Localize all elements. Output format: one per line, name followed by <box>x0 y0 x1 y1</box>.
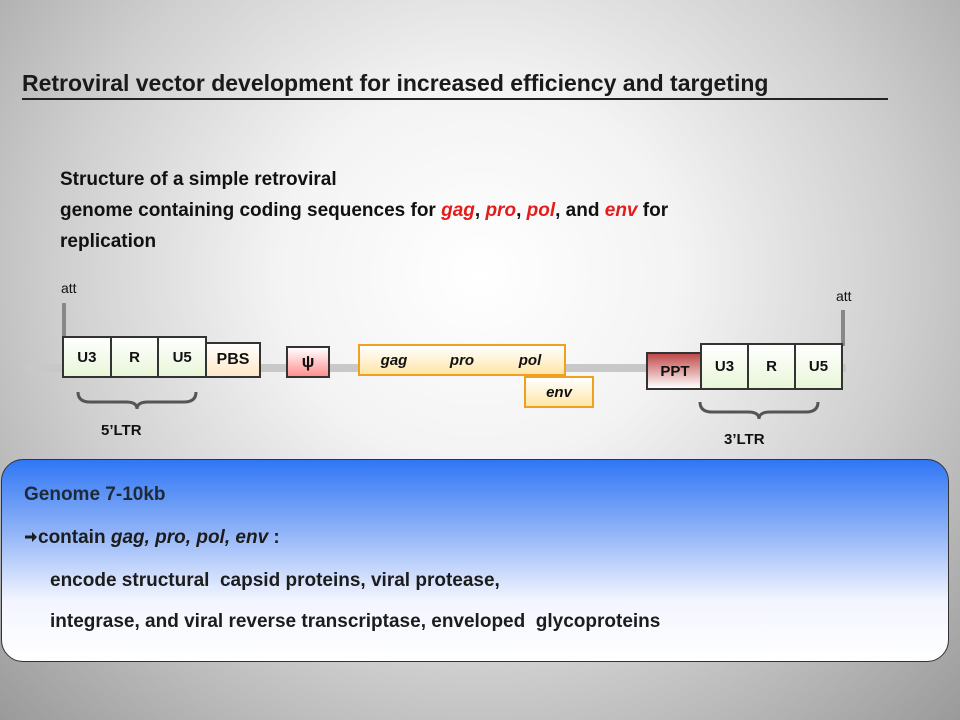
info-contains-suffix: : <box>268 527 280 548</box>
ltr3-r: R <box>747 345 794 388</box>
att-left-label: att <box>61 280 77 296</box>
att-right-label: att <box>836 288 852 304</box>
ltr5-label: 5’LTR <box>101 422 142 439</box>
page-title: Retroviral vector development for increa… <box>22 70 888 100</box>
ltr3-u5: U5 <box>794 345 841 388</box>
ltr3-brace <box>698 401 820 420</box>
gene-env: env <box>524 376 594 408</box>
info-genome-size: Genome 7-10kb <box>24 484 166 505</box>
ltr5-brace <box>76 391 198 410</box>
info-contains: contain gag, pro, pol, env : <box>24 527 280 549</box>
info-encode-line: encode structural capsid proteins, viral… <box>50 570 500 591</box>
gene-pol: pol <box>518 351 542 369</box>
ltr-5-box: U3 R U5 <box>62 336 207 378</box>
desc-gene-env: env <box>604 200 638 221</box>
info-contains-prefix: contain <box>38 527 111 548</box>
desc-gene-gag: gag <box>441 200 475 221</box>
diagram-description: Structure of a simple retroviral genome … <box>60 164 850 257</box>
genome-info-box: Genome 7-10kb contain gag, pro, pol, env… <box>1 459 949 662</box>
ltr5-r: R <box>109 338 158 376</box>
ltr5-u5: U5 <box>157 338 205 376</box>
desc-text: genome containing coding sequences for <box>60 200 442 221</box>
psi-box: ψ <box>286 346 330 378</box>
ltr3-u3: U3 <box>714 358 735 375</box>
ltr3-label: 3’LTR <box>724 431 765 448</box>
gene-gag: gag <box>380 351 408 369</box>
desc-text: for <box>637 200 669 221</box>
gene-pro: pro <box>449 351 475 369</box>
pbs-box: PBS <box>205 342 261 378</box>
ltr5-u3: U3 <box>77 348 97 366</box>
att-right-marker <box>841 310 845 346</box>
ltr-3-box: U3 R U5 <box>700 343 843 390</box>
info-contains-genes: gag, pro, pol, env <box>110 527 269 548</box>
description-line-1: Structure of a simple retroviral <box>60 169 337 190</box>
gag-pro-pol-box: gag pro pol <box>358 344 566 376</box>
desc-text: , <box>474 200 486 221</box>
right-arrow-icon <box>24 527 38 549</box>
desc-gene-pro: pro <box>485 200 517 221</box>
info-proteins-line: integrase, and viral reverse transcripta… <box>50 611 661 632</box>
desc-text: , and <box>555 200 605 221</box>
desc-gene-pol: pol <box>526 200 556 221</box>
desc-text: , <box>516 200 527 221</box>
description-line-2: genome containing coding sequences for g… <box>60 195 850 226</box>
att-left-marker <box>62 303 66 339</box>
description-line-3: replication <box>60 231 157 252</box>
ppt-box: PPT <box>646 352 704 390</box>
